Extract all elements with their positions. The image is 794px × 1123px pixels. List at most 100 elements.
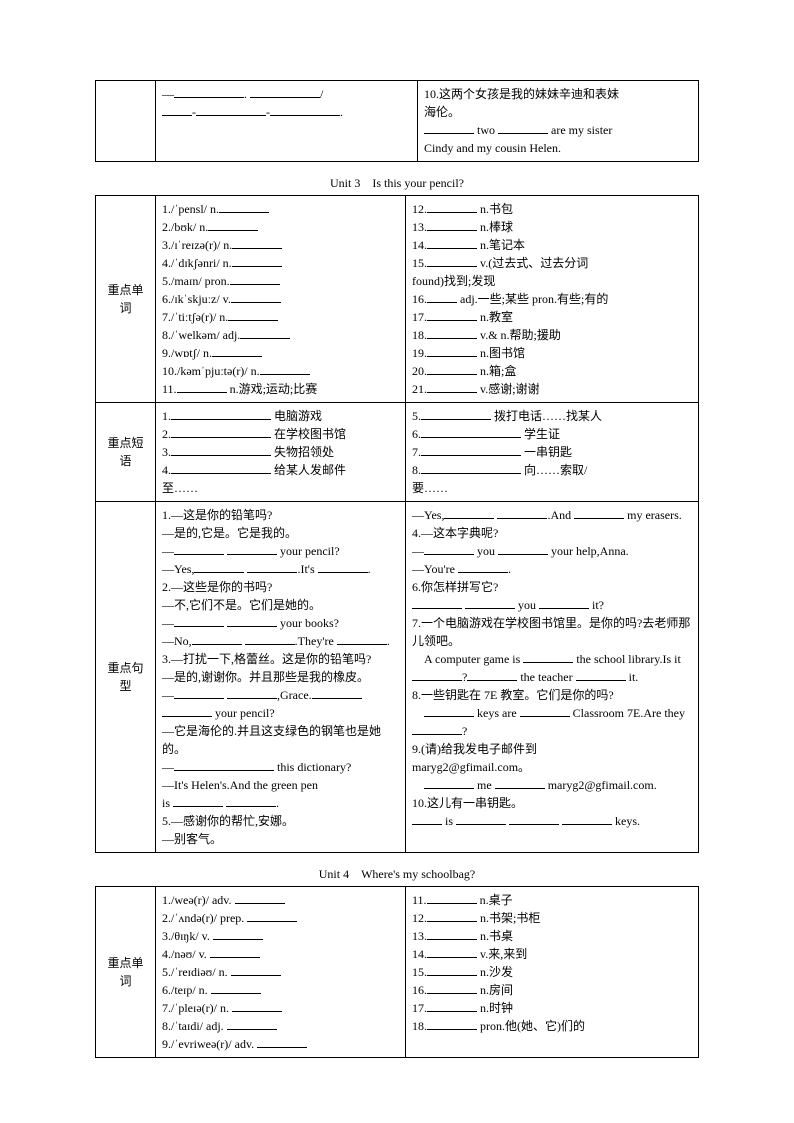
line: 13. n.棒球 [412, 218, 692, 236]
line: 19. n.图书馆 [412, 344, 692, 362]
line: 9./ˈevriweə(r)/ adv. [162, 1035, 399, 1053]
line: 10.这儿有一串钥匙。 [412, 794, 692, 812]
line: 8. 向……索取/ [412, 461, 692, 479]
line: 20. n.箱;盒 [412, 362, 692, 380]
line: 12. n.书架;书柜 [412, 909, 692, 927]
line: is . [162, 794, 399, 812]
line: 21. v.感谢;谢谢 [412, 380, 692, 398]
line: — this dictionary? [162, 758, 399, 776]
line: 4./nəʊ/ v. [162, 945, 399, 963]
line: 17. n.教室 [412, 308, 692, 326]
line: maryg2@gfimail.com。 [412, 758, 692, 776]
line: 8./ˈwelkəm/ adj. [162, 326, 399, 344]
line: is keys. [412, 812, 692, 830]
line: — your pencil? [162, 542, 399, 560]
line: 7. 一串钥匙 [412, 443, 692, 461]
line: — you your help,Anna. [412, 542, 692, 560]
line: 6. 学生证 [412, 425, 692, 443]
line: —它是海伦的.并且这支绿色的钢笔也是她的。 [162, 722, 399, 758]
top-table: —. / --. 10.这两个女孩是我的妹妹辛迪和表妹 海伦。 two are … [95, 80, 699, 162]
line: 1.—这是你的铅笔吗? [162, 506, 399, 524]
line: 1./weə(r)/ adv. [162, 891, 399, 909]
line: 14. n.笔记本 [412, 236, 692, 254]
line: 2. 在学校图书馆 [162, 425, 399, 443]
line: 18. pron.他(她、它)们的 [412, 1017, 692, 1035]
line: — your books? [162, 614, 399, 632]
unit3-words-left: 1./ˈpensl/ n. 2./bʊk/ n. 3./ɪˈreɪzə(r)/ … [156, 196, 406, 403]
line: — ,Grace. your pencil? [162, 686, 399, 722]
line: —不,它们不是。它们是她的。 [162, 596, 399, 614]
line: two are my sister [424, 121, 692, 139]
line: 14. v.来,来到 [412, 945, 692, 963]
line: —. / [162, 85, 411, 103]
line: 5./maɪn/ pron. [162, 272, 399, 290]
line: 1. 电脑游戏 [162, 407, 399, 425]
line: 11. n.游戏;运动;比赛 [162, 380, 399, 398]
unit3-sentences-left: 1.—这是你的铅笔吗? —是的,它是。它是我的。 — your pencil? … [156, 502, 406, 853]
empty-cell [96, 81, 156, 162]
line: me maryg2@gfimail.com. [412, 776, 692, 794]
line: 8.一些钥匙在 7E 教室。它们是你的吗? [412, 686, 692, 704]
line: 10.这两个女孩是我的妹妹辛迪和表妹 [424, 85, 692, 103]
line: —Yes, .And my erasers. [412, 506, 692, 524]
line: 16. n.房间 [412, 981, 692, 999]
line: 1./ˈpensl/ n. [162, 200, 399, 218]
line: you it? [412, 596, 692, 614]
unit3-title: Unit 3 Is this your pencil? [95, 174, 699, 191]
unit3-words-right: 12. n.书包 13. n.棒球 14. n.笔记本 15. v.(过去式、过… [406, 196, 699, 403]
line: 9.(请)给我发电子邮件到 [412, 740, 692, 758]
line: 5./ˈreɪdiəʊ/ n. [162, 963, 399, 981]
line: 3. 失物招领处 [162, 443, 399, 461]
line: 4./ˈdɪkʃənri/ n. [162, 254, 399, 272]
line: A computer game is the school library.Is… [412, 650, 692, 686]
unit3-phrases-label: 重点短语 [96, 403, 156, 502]
line: 6./teɪp/ n. [162, 981, 399, 999]
line: 7./ˈpleɪə(r)/ n. [162, 999, 399, 1017]
unit3-sentences-label: 重点句型 [96, 502, 156, 853]
line: 3./ɪˈreɪzə(r)/ n. [162, 236, 399, 254]
line: 要…… [412, 479, 692, 497]
line: 17. n.时钟 [412, 999, 692, 1017]
line: 6.你怎样拼写它? [412, 578, 692, 596]
line: —是的,谢谢你。并且那些是我的橡皮。 [162, 668, 399, 686]
line: Cindy and my cousin Helen. [424, 139, 692, 157]
line: 3.—打扰一下,格蕾丝。这是你的铅笔吗? [162, 650, 399, 668]
line: 2.—这些是你的书吗? [162, 578, 399, 596]
line: 5.—感谢你的帮忙,安娜。 [162, 812, 399, 830]
line: 至…… [162, 479, 399, 497]
unit4-table: 重点单词 1./weə(r)/ adv. 2./ˈʌndə(r)/ prep. … [95, 886, 699, 1058]
line: 15. v.(过去式、过去分词 [412, 254, 692, 272]
top-right-cell: 10.这两个女孩是我的妹妹辛迪和表妹 海伦。 two are my sister… [418, 81, 699, 162]
line: 9./wɒtʃ/ n. [162, 344, 399, 362]
line: 6./ɪkˈskjuːz/ v. [162, 290, 399, 308]
line: —别客气。 [162, 830, 399, 848]
line: 12. n.书包 [412, 200, 692, 218]
line: keys are Classroom 7E.Are they ? [412, 704, 692, 740]
line: 18. v.& n.帮助;援助 [412, 326, 692, 344]
line: —No, .They're . [162, 632, 399, 650]
line: 海伦。 [424, 103, 692, 121]
line: 7./ˈtiːtʃə(r)/ n. [162, 308, 399, 326]
line: found)找到;发现 [412, 272, 692, 290]
unit4-words-label: 重点单词 [96, 887, 156, 1058]
line: 16. adj.一些;某些 pron.有些;有的 [412, 290, 692, 308]
line: —It's Helen's.And the green pen [162, 776, 399, 794]
line: 4. 给某人发邮件 [162, 461, 399, 479]
line: 3./θɪŋk/ v. [162, 927, 399, 945]
top-left-cell: —. / --. [156, 81, 418, 162]
unit3-words-label: 重点单词 [96, 196, 156, 403]
line: 7.一个电脑游戏在学校图书馆里。是你的吗?去老师那儿领吧。 [412, 614, 692, 650]
line: —是的,它是。它是我的。 [162, 524, 399, 542]
line: 10./kəmˈpjuːtə(r)/ n. [162, 362, 399, 380]
line: 2./ˈʌndə(r)/ prep. [162, 909, 399, 927]
line: 8./ˈtaɪdi/ adj. [162, 1017, 399, 1035]
unit3-phrases-right: 5. 拨打电话……找某人 6. 学生证 7. 一串钥匙 8. 向……索取/ 要…… [406, 403, 699, 502]
line: 11. n.桌子 [412, 891, 692, 909]
line: —You're . [412, 560, 692, 578]
unit3-phrases-left: 1. 电脑游戏 2. 在学校图书馆 3. 失物招领处 4. 给某人发邮件 至…… [156, 403, 406, 502]
line: 4.—这本字典呢? [412, 524, 692, 542]
line: —Yes, .It's . [162, 560, 399, 578]
unit3-table: 重点单词 1./ˈpensl/ n. 2./bʊk/ n. 3./ɪˈreɪzə… [95, 195, 699, 853]
line: 15. n.沙发 [412, 963, 692, 981]
unit4-title: Unit 4 Where's my schoolbag? [95, 865, 699, 882]
